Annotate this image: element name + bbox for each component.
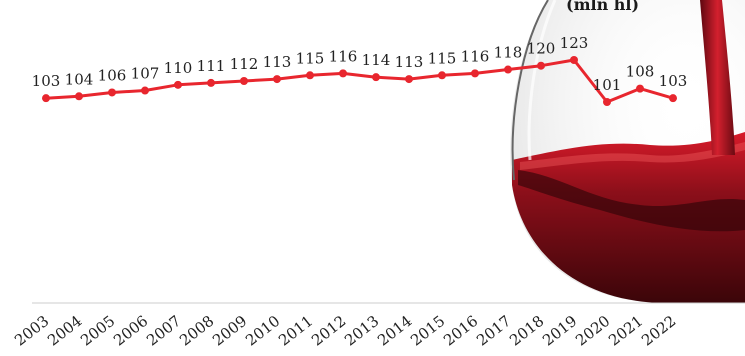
data-label: 103: [659, 72, 688, 90]
x-tick-label: 2008: [176, 312, 217, 350]
x-tick-label: 2011: [275, 312, 316, 350]
data-point: [207, 78, 215, 87]
data-label: 104: [65, 70, 94, 88]
data-label: 101: [593, 76, 622, 94]
x-tick-label: 2022: [638, 312, 679, 350]
data-label: 103: [32, 72, 61, 90]
x-tick-label: 2013: [341, 312, 382, 350]
x-tick-label: 2007: [143, 312, 184, 350]
data-point: [174, 80, 182, 89]
data-label: 110: [164, 59, 193, 77]
x-tick-label: 2015: [407, 312, 448, 350]
data-point: [438, 71, 446, 80]
x-tick-label: 2018: [506, 312, 547, 350]
data-label: 107: [131, 65, 160, 83]
x-tick-label: 2003: [11, 312, 52, 350]
wine-glass-image: [510, 0, 745, 303]
data-label: 116: [329, 47, 358, 65]
data-label: 113: [263, 53, 292, 71]
data-point: [537, 61, 545, 70]
x-tick-label: 2021: [605, 312, 646, 350]
x-tick-label: 2005: [77, 312, 118, 350]
x-tick-label: 2019: [539, 312, 580, 350]
data-point: [669, 94, 677, 103]
x-tick-label: 2016: [440, 312, 481, 350]
data-label: 115: [428, 49, 457, 67]
data-point: [240, 77, 248, 85]
data-point: [636, 84, 644, 93]
data-label: 108: [626, 63, 655, 81]
x-tick-label: 2012: [308, 312, 349, 350]
x-tick-label: 2014: [374, 312, 415, 350]
data-point: [372, 73, 380, 82]
x-tick-label: 2010: [242, 312, 283, 350]
data-label: 123: [560, 34, 589, 52]
data-point: [339, 69, 347, 78]
data-point: [273, 75, 281, 84]
data-label: 106: [98, 66, 127, 84]
data-point: [504, 65, 512, 74]
data-label: 113: [395, 53, 424, 71]
x-tick-label: 2020: [572, 312, 613, 350]
data-point: [570, 56, 578, 64]
data-point: [471, 69, 479, 78]
data-label: 120: [527, 40, 556, 58]
x-tick-label: 2006: [110, 312, 151, 350]
data-point: [75, 92, 83, 101]
x-tick-label: 2004: [44, 312, 85, 350]
data-point: [141, 86, 149, 95]
x-tick-label: 2017: [473, 312, 514, 350]
data-label: 116: [461, 47, 490, 65]
series-line: [45, 58, 674, 104]
data-point: [405, 75, 413, 84]
data-point: [306, 71, 314, 80]
data-label: 115: [296, 49, 325, 67]
data-label: 111: [197, 57, 226, 75]
data-label: 118: [494, 44, 523, 62]
data-point: [603, 98, 611, 106]
data-label: 114: [362, 51, 391, 69]
data-point: [42, 94, 50, 103]
data-point: [108, 88, 116, 97]
unit-label: (mln hl): [566, 0, 640, 14]
x-tick-label: 2009: [209, 312, 250, 350]
data-label: 112: [230, 55, 259, 73]
